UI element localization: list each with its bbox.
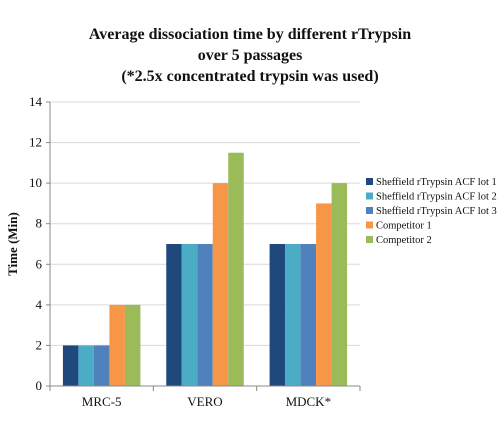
legend-swatch — [366, 236, 373, 243]
legend-swatch — [366, 192, 373, 200]
bar — [269, 244, 286, 386]
legend-label: Sheffield rTrypsin ACF lot 1 — [376, 177, 497, 188]
bars — [62, 152, 348, 386]
bar — [212, 183, 229, 386]
y-tick-label: 12 — [29, 135, 42, 150]
x-category-label: MDCK* — [286, 394, 332, 409]
bar — [109, 304, 125, 386]
y-axis-ticks: 0 2 4 6 8 10 12 14 — [29, 94, 50, 393]
legend-label: Competitor 2 — [376, 235, 432, 246]
y-tick-label: 14 — [29, 94, 43, 109]
bar — [197, 244, 213, 386]
chart-title: Average dissociation time by different r… — [40, 24, 460, 87]
legend-swatch — [366, 207, 373, 214]
legend-label: Sheffield rTrypsin ACF lot 3 — [376, 206, 497, 217]
bar — [331, 183, 348, 386]
x-axis-categories: MRC-5 VERO MDCK* — [82, 394, 331, 409]
y-tick-label: 6 — [36, 256, 43, 271]
y-tick-label: 8 — [36, 216, 43, 231]
legend-label: Sheffield rTrypsin ACF lot 2 — [376, 192, 497, 203]
bar — [316, 203, 332, 386]
chart-title-line-2: over 5 passages — [197, 47, 303, 64]
y-tick-label: 0 — [36, 378, 43, 393]
bar — [285, 244, 301, 386]
legend-swatch — [366, 221, 373, 229]
y-axis-label: Time (Min) — [5, 212, 20, 276]
legend-swatch — [366, 178, 373, 185]
bar — [181, 244, 198, 386]
bar — [93, 345, 110, 386]
bar — [166, 244, 182, 386]
y-tick-label: 2 — [36, 337, 43, 352]
axes — [49, 102, 361, 391]
bar — [78, 345, 94, 386]
y-tick-label: 4 — [36, 297, 43, 312]
legend-label: Competitor 1 — [376, 221, 432, 232]
chart-title-line-3: (*2.5x concentrated trypsin was used) — [121, 68, 379, 85]
legend: Sheffield rTrypsin ACF lot 1 Sheffield rT… — [366, 177, 497, 246]
x-category-label: MRC-5 — [82, 394, 122, 409]
bar — [124, 304, 141, 386]
chart-title-line-1: Average dissociation time by different r… — [88, 26, 412, 43]
y-tick-label: 10 — [29, 175, 42, 190]
bar — [228, 152, 244, 386]
bar — [300, 244, 317, 386]
x-category-label: VERO — [187, 394, 222, 409]
bar — [62, 345, 79, 386]
